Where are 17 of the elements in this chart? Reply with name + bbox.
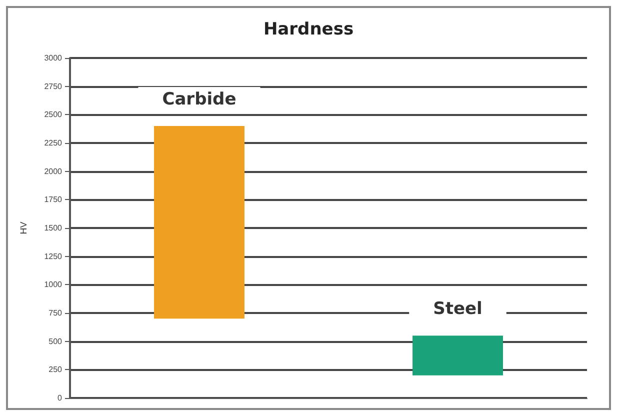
chart-title: Hardness bbox=[263, 20, 354, 40]
y-tick-label: 1000 bbox=[44, 280, 63, 290]
y-tick-label: 2000 bbox=[44, 166, 63, 176]
y-tick-label: 1250 bbox=[44, 252, 63, 261]
x-tick-label: Steel bbox=[433, 299, 482, 320]
y-tick-label: 1500 bbox=[44, 224, 63, 232]
y-tick-label: 500 bbox=[48, 336, 63, 346]
y-tick-label: 1750 bbox=[44, 195, 63, 204]
y-tick-label: 2500 bbox=[44, 110, 63, 120]
y-tick-label: 750 bbox=[48, 308, 63, 318]
y-tick-label: 3000 bbox=[44, 54, 63, 62]
y-tick-label: 250 bbox=[48, 365, 63, 374]
x-tick-label: Carbide bbox=[162, 90, 236, 110]
y-tick-label: 2250 bbox=[44, 138, 63, 148]
y-tick-label: 0 bbox=[58, 394, 63, 402]
y-tick-label: 2750 bbox=[44, 82, 63, 91]
y-axis-title: HV bbox=[18, 222, 28, 234]
